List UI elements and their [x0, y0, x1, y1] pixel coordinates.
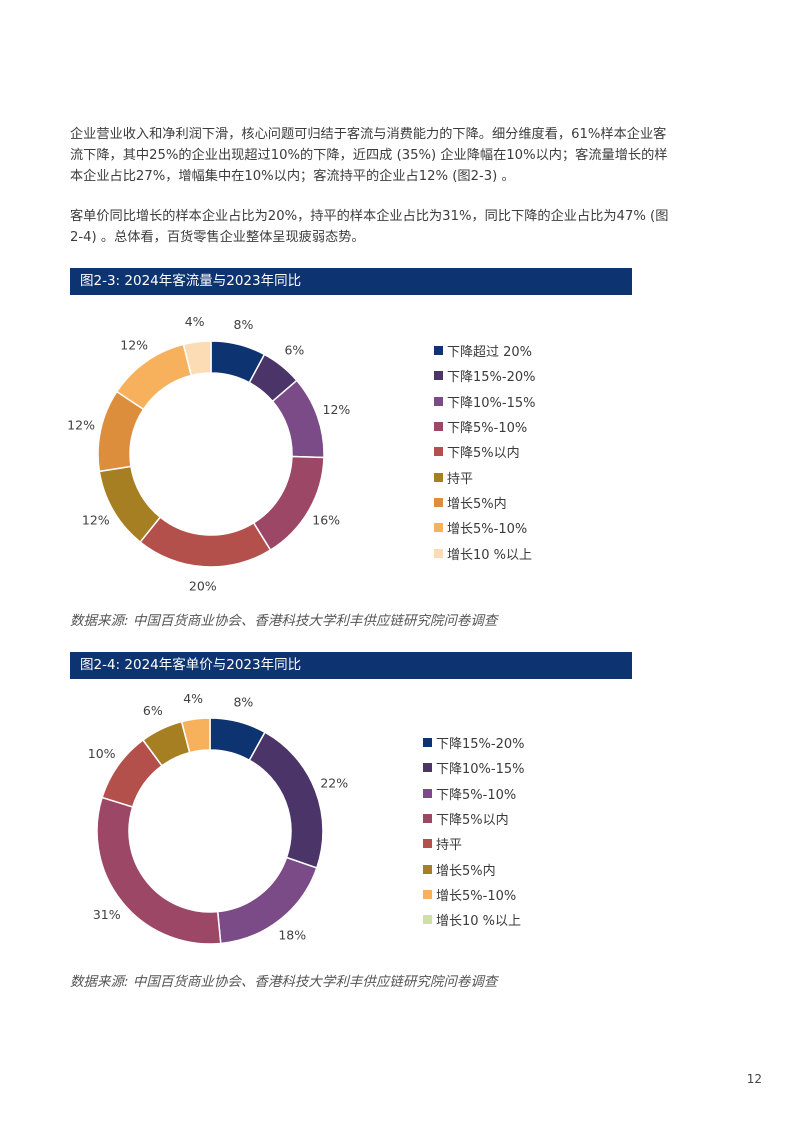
legend-label: 增长10 %以上 [436, 914, 522, 930]
legend-item: 持平 [423, 831, 524, 856]
legend-label: 下降超过 20% [447, 345, 533, 361]
body-paragraph-2: 客单价同比增长的样本企业占比为20%，持平的样本企业占比为31%，同比下降的企业… [70, 209, 669, 245]
legend-item: 下降5%-10% [423, 781, 524, 806]
donut-slice [248, 731, 324, 869]
legend-label: 增长5%-10% [447, 522, 528, 538]
donut-data-label: 12% [82, 513, 110, 528]
legend-item: 下降5%以内 [423, 806, 524, 831]
legend-item: 增长5%-10% [434, 515, 535, 540]
legend-swatch [434, 548, 443, 558]
donut-data-label: 6% [143, 703, 163, 718]
legend-item: 下降5%-10% [434, 414, 535, 439]
legend-swatch [434, 371, 443, 381]
legend-swatch [434, 497, 443, 507]
legend-item: 持平 [434, 464, 535, 489]
legend-label: 持平 [447, 471, 474, 487]
legend-item: 增长5%-10% [423, 882, 524, 907]
donut-data-label: 16% [312, 513, 340, 528]
figure-2-3-source: 数据来源: 中国百货商业协会、香港科技大学利丰供应链研究院问卷调查 [70, 613, 498, 629]
figure-2-3-header: 图2-3: 2024年客流量与2023年同比 [70, 268, 632, 295]
donut-slice [252, 455, 325, 552]
donut-slice [139, 516, 272, 568]
donut-data-label: 12% [323, 402, 351, 417]
donut-data-label: 4% [185, 314, 205, 329]
donut-data-label: 12% [120, 337, 148, 352]
legend-item: 下降10%-15% [423, 755, 524, 780]
legend-swatch [423, 788, 432, 798]
donut-slice [182, 340, 212, 377]
legend-swatch [434, 472, 443, 482]
donut-data-label: 20% [189, 579, 217, 594]
legend-label: 下降15%-20% [436, 737, 525, 753]
donut-slice [115, 343, 193, 411]
legend-swatch [423, 889, 432, 899]
legend-label: 增长5%内 [436, 863, 496, 879]
donut-data-label: 12% [67, 418, 95, 433]
body-paragraph-1: 企业营业收入和净利润下滑，核心问题可归结于客流与消费能力的下降。细分维度看，61… [70, 127, 668, 184]
donut-data-label: 22% [320, 776, 348, 791]
legend-label: 下降15%-20% [447, 370, 536, 386]
legend-ticket-price: 下降15%-20% 下降10%-15% 下降5%-10% 下降5%以内 持平增长5%内增… [423, 730, 524, 932]
legend-item: 下降5%以内 [434, 439, 535, 464]
legend-label: 下降5%以内 [436, 813, 509, 829]
legend-swatch [434, 447, 443, 457]
legend-label: 下降5%-10% [436, 787, 517, 803]
donut-slice [96, 796, 222, 945]
legend-label: 下降5%-10% [447, 421, 528, 437]
figure-2-4-header: 图2-4: 2024年客单价与2023年同比 [70, 652, 632, 679]
legend-item: 增长10 %以上 [423, 907, 524, 932]
legend-label: 增长5%内 [447, 496, 507, 512]
legend-item: 下降超过 20% [434, 338, 535, 363]
legend-swatch [434, 396, 443, 406]
legend-item: 下降15%-20% [434, 363, 535, 388]
donut-data-label: 4% [183, 691, 203, 706]
legend-swatch [434, 422, 443, 432]
legend-swatch [423, 814, 432, 824]
donut-chart-customer-traffic: 8% 6% 12% 16% 20% 12% 12% 12% 4% [67, 314, 351, 594]
legend-label: 下降10%-15% [436, 762, 525, 778]
legend-swatch [423, 763, 432, 773]
legend-item: 增长5%内 [423, 856, 524, 881]
figure-2-4-source: 数据来源: 中国百货商业协会、香港科技大学利丰供应链研究院问卷调查 [70, 974, 498, 990]
donut-data-label: 8% [233, 694, 253, 709]
legend-label: 持平 [436, 838, 463, 854]
legend-label: 下降5%以内 [447, 446, 520, 462]
legend-item: 下降10%-15% [434, 389, 535, 414]
donut-data-label: 10% [88, 746, 116, 761]
donut-data-label: 6% [284, 342, 304, 357]
legend-label: 增长10 %以上 [447, 547, 533, 563]
donut-slice [180, 717, 211, 754]
page-number: 12 [746, 1072, 762, 1086]
legend-swatch [423, 915, 432, 925]
legend-swatch [434, 346, 443, 356]
legend-label: 增长5%-10% [436, 888, 517, 904]
legend-swatch [423, 738, 432, 748]
legend-swatch [423, 864, 432, 874]
donut-chart-ticket-price: 8% 22% 18% 31% 10% 6% 4% [88, 691, 348, 945]
donut-data-label: 18% [278, 928, 306, 943]
donut-data-label: 31% [93, 907, 121, 922]
legend-item: 增长10 %以上 [434, 540, 535, 565]
legend-swatch [434, 523, 443, 533]
legend-customer-traffic: 下降超过 20% 下降15%-20% 下降10%-15% 下降5%-10% 下降5%以内… [434, 338, 535, 566]
legend-item: 下降15%-20% [423, 730, 524, 755]
legend-item: 增长5%内 [434, 490, 535, 515]
legend-label: 下降10%-15% [447, 395, 536, 411]
donut-data-label: 8% [234, 317, 254, 332]
legend-swatch [423, 839, 432, 849]
